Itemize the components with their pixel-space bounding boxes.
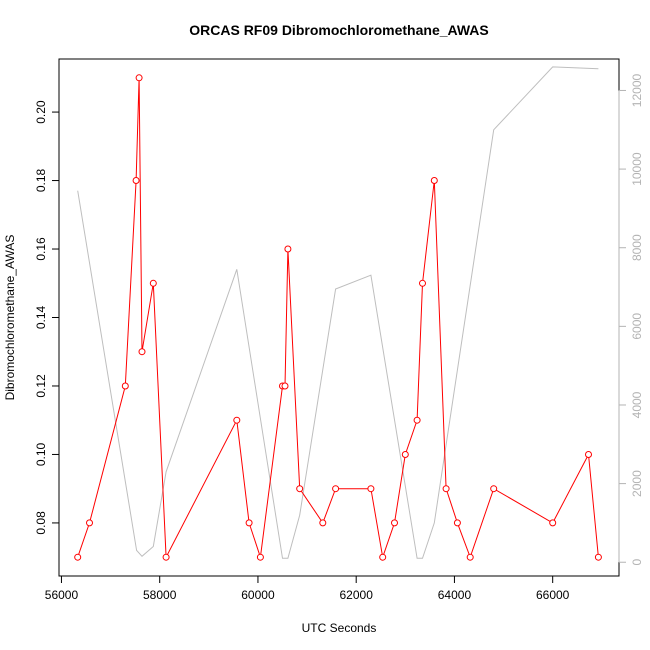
- red-series-point: [391, 519, 398, 527]
- y-tick-label: 0.12: [34, 374, 48, 398]
- y2-tick-label: 4000: [630, 391, 644, 418]
- y2-tick-label: 0: [630, 559, 644, 566]
- red-series-point: [74, 553, 82, 561]
- red-series-point: [245, 519, 253, 527]
- red-series-point: [233, 416, 241, 424]
- red-series-line: [77, 77, 599, 560]
- plot-frame: [58, 58, 620, 577]
- red-series-point: [284, 245, 292, 253]
- y-axis-left: 0.08 0.10 0.12 0.14 0.16 0.18 0.20: [34, 100, 60, 535]
- red-series-point: [256, 553, 264, 561]
- red-series-point: [86, 519, 93, 527]
- red-series-point: [367, 485, 375, 493]
- red-series-point: [413, 416, 421, 424]
- x-tick-label: 66000: [536, 588, 570, 602]
- y2-tick-label: 6000: [630, 313, 644, 340]
- red-series-point: [585, 451, 592, 458]
- y-tick-label: 0.14: [34, 305, 48, 329]
- y-tick-label: 0.18: [34, 168, 48, 192]
- red-series-point: [419, 279, 426, 287]
- red-series-point: [332, 485, 340, 493]
- red-series-point: [453, 519, 461, 527]
- y-tick-label: 0.10: [34, 442, 48, 466]
- y-tick-label: 0.20: [34, 100, 48, 124]
- red-series-point: [162, 553, 170, 561]
- red-series-point: [466, 553, 474, 561]
- red-series-point: [135, 74, 143, 82]
- red-series-point: [132, 177, 140, 184]
- y2-tick-label: 10000: [630, 152, 644, 186]
- y-axis-right: 0 2000 4000 6000 8000 10000 12000: [618, 73, 644, 566]
- red-series-layer: [74, 74, 602, 561]
- red-series-point: [379, 553, 387, 561]
- y2-tick-label: 12000: [630, 73, 644, 107]
- red-series-point: [281, 382, 289, 390]
- red-series-point: [549, 519, 557, 527]
- gray-series-line: [77, 66, 599, 559]
- red-series-point: [490, 485, 498, 493]
- y-tick-label: 0.16: [34, 237, 48, 261]
- x-axis: 56000 58000 60000 62000 64000 66000: [45, 575, 570, 602]
- red-series-point: [594, 553, 602, 561]
- x-tick-label: 56000: [45, 588, 79, 602]
- red-series-point: [319, 519, 327, 527]
- y2-tick-label: 8000: [630, 234, 644, 261]
- y-tick-label: 0.08: [34, 511, 48, 535]
- x-tick-label: 58000: [143, 588, 177, 602]
- x-tick-label: 62000: [340, 588, 374, 602]
- red-series-point: [442, 485, 450, 493]
- chart-title: ORCAS RF09 Dibromochloromethane_AWAS: [189, 22, 489, 38]
- red-series-point: [401, 451, 409, 458]
- x-tick-label: 64000: [438, 588, 472, 602]
- gray-series-layer: [77, 66, 599, 559]
- red-series-point: [296, 485, 304, 493]
- x-axis-label: UTC Seconds: [302, 621, 377, 635]
- x-tick-label: 60000: [241, 588, 275, 602]
- y2-tick-label: 2000: [630, 470, 644, 497]
- red-series-point: [430, 177, 438, 184]
- red-series-point: [121, 382, 129, 390]
- red-series-point: [138, 348, 146, 356]
- y-axis-label: Dibromochloromethane_AWAS: [3, 235, 17, 401]
- red-series-point: [149, 279, 157, 287]
